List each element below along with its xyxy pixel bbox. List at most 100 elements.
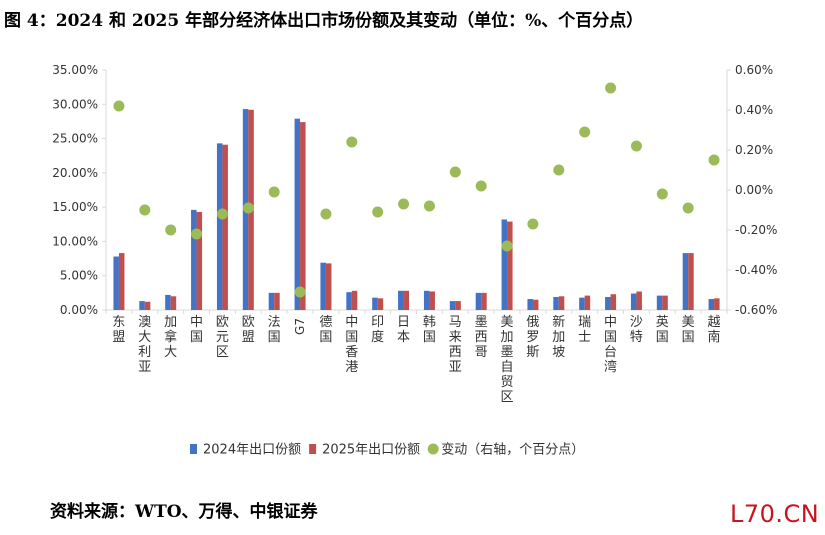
x-tick-label: 东盟 <box>112 315 125 345</box>
change-point <box>216 208 228 220</box>
bar-2024 <box>708 299 715 310</box>
bar-2025 <box>714 298 720 310</box>
x-tick-label: 加拿大 <box>164 315 177 360</box>
right-axis-tick-label: 0.60% <box>735 63 773 77</box>
x-tick-label: 印度 <box>371 315 384 345</box>
change-point <box>682 202 694 214</box>
change-point <box>630 140 642 152</box>
change-point <box>656 188 668 200</box>
change-point <box>527 218 539 230</box>
x-tick-label: 越南 <box>708 315 721 345</box>
left-axis-tick-label: 15.00% <box>52 200 98 214</box>
right-axis-tick-label: -0.20% <box>735 223 777 237</box>
bar-2025 <box>610 294 617 310</box>
bar-2024 <box>527 299 533 310</box>
left-axis-tick-label: 10.00% <box>52 234 98 248</box>
bar-2024 <box>579 297 585 310</box>
bar-2024 <box>113 256 119 310</box>
bar-2024 <box>501 219 508 310</box>
bar-2024 <box>346 292 352 310</box>
right-axis-tick-label: -0.40% <box>735 263 777 277</box>
x-tick-label: 中国香港 <box>345 315 358 375</box>
x-tick-label: 墨西哥 <box>475 315 488 360</box>
bar-2024 <box>191 209 197 310</box>
bar-2024 <box>294 118 301 310</box>
right-axis-tick-label: 0.20% <box>735 143 773 157</box>
x-tick-label: 美加墨自贸区 <box>501 315 514 405</box>
source-note: 资料来源：WTO、万得、中银证券 <box>50 502 318 522</box>
right-axis-tick-label: -0.60% <box>735 303 777 317</box>
bar-2025 <box>532 299 539 310</box>
bar-2024 <box>423 290 430 310</box>
x-tick-label: 德国 <box>319 315 332 345</box>
change-point <box>475 180 487 192</box>
left-axis-tick-label: 5.00% <box>60 269 98 283</box>
x-tick-label: 中国 <box>190 315 203 345</box>
bar-2025 <box>507 221 513 310</box>
legend-change-label: 变动（右轴，个百分点） <box>441 442 584 458</box>
left-axis-tick-label: 20.00% <box>52 166 98 180</box>
change-point <box>398 198 410 210</box>
bar-2025 <box>196 211 203 310</box>
x-tick-label: 沙特 <box>630 315 643 345</box>
right-axis-tick-label: 0.40% <box>735 103 773 117</box>
watermark: L70.CN <box>730 500 820 528</box>
legend-2025-label: 2025年出口份额 <box>322 443 420 458</box>
change-point <box>423 200 435 212</box>
change-point <box>113 100 125 112</box>
legend-2025-swatch <box>309 444 317 454</box>
bar-2025 <box>636 291 642 310</box>
bar-2024 <box>682 253 689 310</box>
bar-2025 <box>481 292 487 310</box>
change-point <box>165 224 177 236</box>
figure-title: 图 4：2024 和 2025 年部分经济体出口市场份额及其变动（单位：%、个百… <box>4 11 644 31</box>
change-point <box>579 126 591 138</box>
bar-2024 <box>216 143 223 310</box>
bar-2025 <box>429 291 435 310</box>
change-point <box>372 206 384 218</box>
chart-bars <box>113 109 720 311</box>
bar-2025 <box>118 253 125 310</box>
bar-2025 <box>455 301 461 310</box>
bar-2025 <box>662 295 668 310</box>
bar-2025 <box>222 144 228 310</box>
bar-2024 <box>475 292 482 310</box>
bar-2024 <box>165 294 171 310</box>
change-point <box>139 204 151 216</box>
change-point <box>191 228 203 240</box>
x-tick-label: 瑞士 <box>578 315 591 345</box>
bar-2025 <box>144 301 151 310</box>
change-point <box>294 286 306 298</box>
change-point <box>501 240 513 252</box>
bar-2025 <box>403 290 410 310</box>
chart-points <box>113 82 720 298</box>
x-tick-label: 欧元区 <box>216 315 229 360</box>
bar-2025 <box>351 290 358 310</box>
bar-2025 <box>584 295 591 310</box>
change-point <box>320 208 332 220</box>
bar-2024 <box>553 296 559 310</box>
change-point <box>242 202 254 214</box>
x-tick-label: 澳大利亚 <box>138 314 151 375</box>
bar-2025 <box>688 253 694 310</box>
bar-2025 <box>170 296 177 310</box>
bar-2024 <box>449 301 456 310</box>
right-axis-tick-label: 0.00% <box>735 183 773 197</box>
x-tick-label: G7 <box>293 318 307 335</box>
legend-2024-label: 2024年出口份额 <box>203 443 301 458</box>
x-tick-label: 欧盟 <box>242 315 255 345</box>
bar-2025 <box>325 263 332 310</box>
left-axis-tick-label: 25.00% <box>52 132 98 146</box>
chart: 0.00% 5.00% 10.00% 15.00% 20.00% 25.00% 30.00%… <box>52 63 777 458</box>
change-point <box>605 82 617 94</box>
x-tick-label: 俄罗斯 <box>526 315 539 360</box>
left-axis-tick-label: 35.00% <box>52 63 98 77</box>
change-point <box>708 154 720 166</box>
x-tick-label: 英国 <box>656 315 669 345</box>
bar-2024 <box>320 262 326 310</box>
bar-2024 <box>139 301 145 310</box>
bar-2025 <box>558 296 565 310</box>
x-tick-label: 马来西亚 <box>449 315 462 375</box>
bar-2024 <box>372 297 378 310</box>
